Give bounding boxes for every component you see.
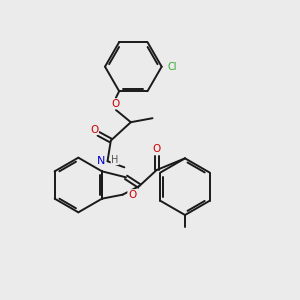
Text: N: N — [97, 156, 106, 166]
Text: O: O — [90, 124, 98, 134]
Text: H: H — [111, 154, 118, 164]
Text: Cl: Cl — [168, 62, 177, 72]
Text: O: O — [152, 144, 161, 154]
Text: O: O — [112, 99, 120, 109]
Text: O: O — [128, 190, 136, 200]
